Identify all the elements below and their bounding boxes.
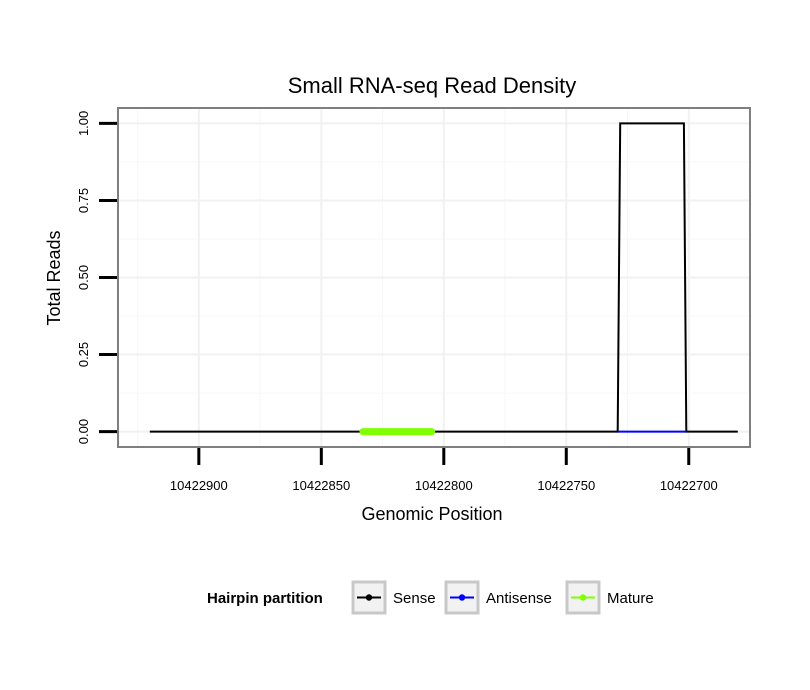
legend-label: Antisense: [486, 590, 552, 607]
y-tick-label: 1.00: [76, 111, 91, 136]
y-axis: 0.00 0.25 0.50 0.75 1.00: [76, 111, 117, 444]
y-tick-label: 0.00: [76, 419, 91, 444]
legend-item-antisense: Antisense: [444, 580, 552, 615]
x-tick-label: 10422850: [292, 478, 350, 493]
x-axis: 10422900 10422850 10422800 10422750 10422700: [170, 448, 718, 493]
y-tick-label: 0.50: [76, 265, 91, 290]
x-tick-label: 10422750: [537, 478, 595, 493]
plot-border: [117, 107, 751, 448]
x-tick-label: 10422700: [660, 478, 718, 493]
y-tick-label: 0.75: [76, 188, 91, 213]
legend-key-point: [365, 594, 373, 601]
legend-item-mature: Mature: [565, 580, 654, 615]
y-axis-title: Total Reads: [44, 230, 64, 325]
chart-title: Small RNA-seq Read Density: [288, 73, 577, 98]
series-layer: [149, 122, 738, 436]
legend-item-sense: Sense: [351, 580, 436, 615]
legend-label: Sense: [393, 590, 436, 607]
legend: Hairpin partition Sense Antisense Mature: [207, 580, 654, 615]
legend-title: Hairpin partition: [207, 590, 323, 607]
legend-key-point: [579, 594, 587, 601]
y-tick-label: 0.25: [76, 342, 91, 367]
series-line-sense: [149, 122, 738, 433]
legend-label: Mature: [607, 590, 654, 607]
x-tick-label: 10422900: [170, 478, 228, 493]
x-axis-title: Genomic Position: [361, 504, 502, 524]
grid-lines: [118, 108, 750, 447]
legend-key-point: [458, 594, 466, 601]
x-tick-label: 10422800: [415, 478, 473, 493]
